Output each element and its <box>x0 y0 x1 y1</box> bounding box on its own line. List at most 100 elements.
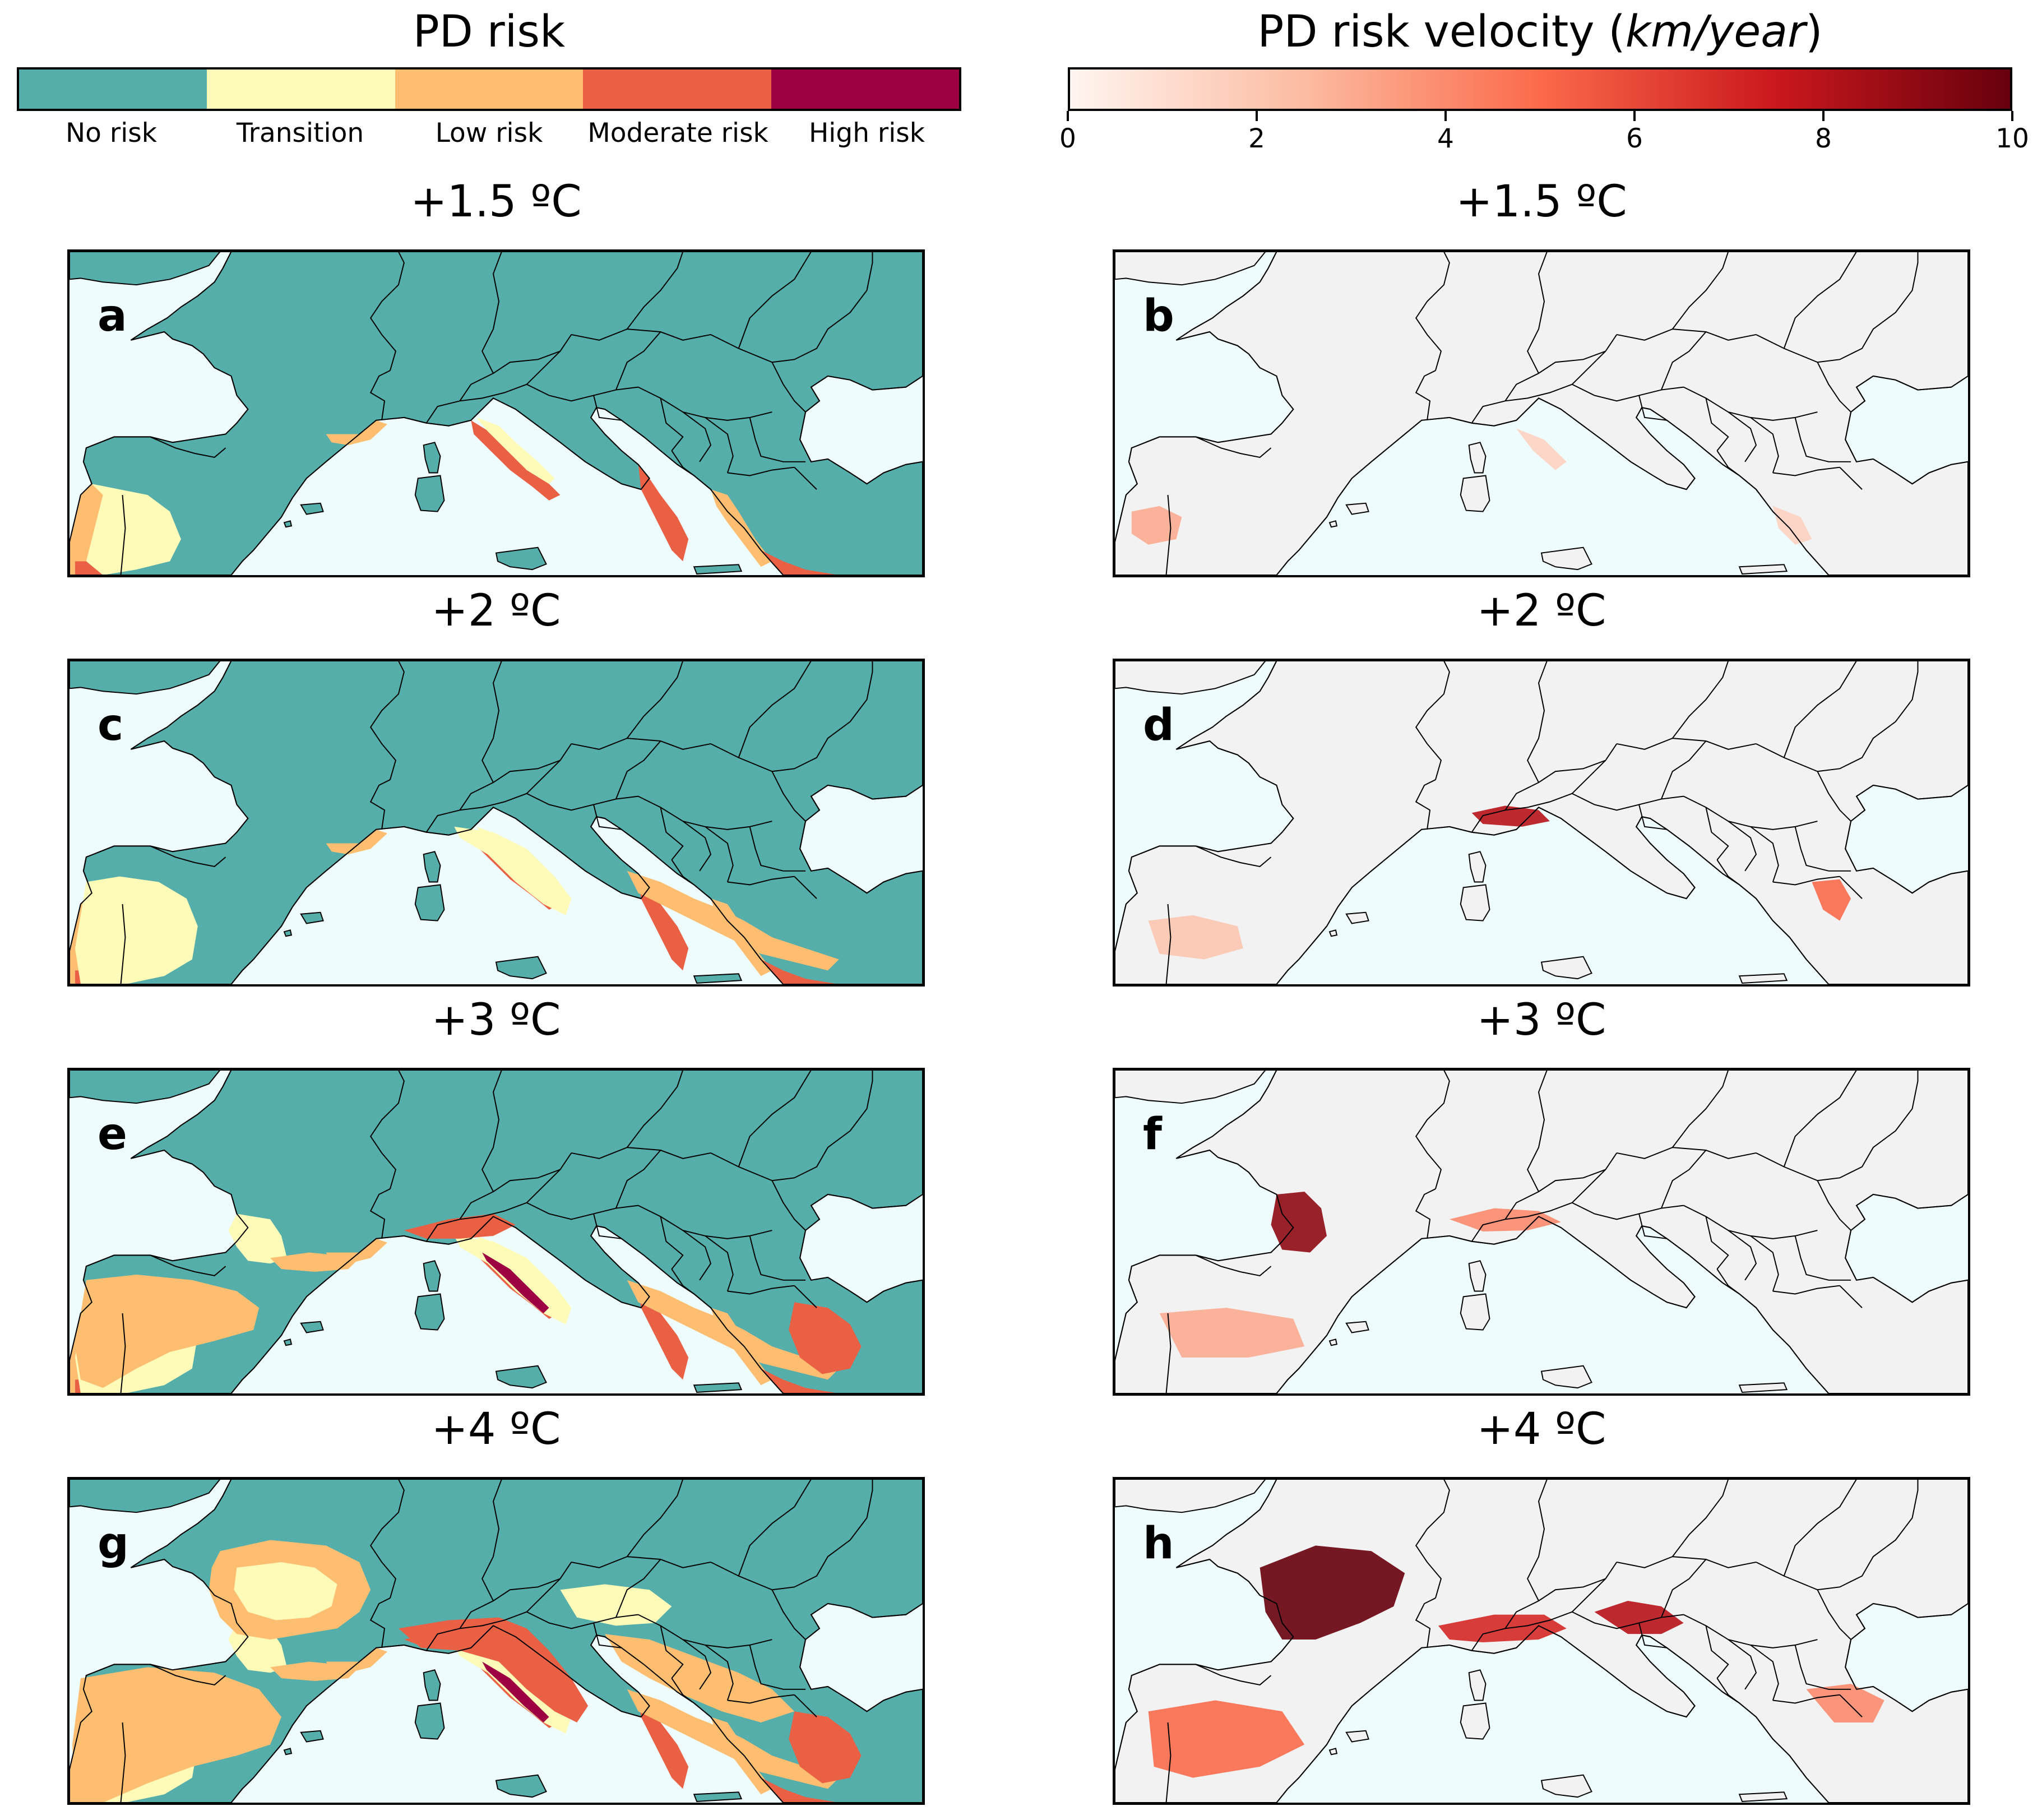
country-border <box>1750 417 1779 473</box>
france-wide-hotspot <box>1260 1545 1405 1640</box>
country-border <box>738 252 812 349</box>
country-border <box>660 807 684 860</box>
country-border <box>120 904 126 984</box>
country-border <box>1728 411 1757 462</box>
country-border <box>150 845 226 867</box>
country-border <box>481 661 502 783</box>
sicily-island <box>1540 547 1592 571</box>
country-border <box>1772 1694 1840 1704</box>
panel-title-e: +3 ºC <box>431 995 561 1045</box>
country-border <box>1572 1611 1684 1629</box>
country-border <box>571 328 711 341</box>
country-border <box>571 738 711 750</box>
britain-land <box>1115 1070 1266 1104</box>
britain-land <box>1115 1479 1266 1513</box>
corsica-island <box>1468 442 1487 474</box>
panel-letter-d: d <box>1143 700 1174 751</box>
country-border <box>1772 876 1840 886</box>
country-border <box>459 743 572 811</box>
ibiza-island <box>1328 1339 1338 1346</box>
corsica-island <box>423 1260 441 1292</box>
country-border <box>1638 1623 1667 1648</box>
country-border <box>1839 1285 1863 1308</box>
coastline <box>1115 252 1968 575</box>
country-border <box>1756 1479 1919 1591</box>
greece-low-hotspot <box>1772 506 1812 545</box>
country-border <box>626 661 684 739</box>
balkans-lowrisk-wide <box>604 1634 795 1722</box>
country-border <box>1165 1313 1172 1393</box>
ibiza-island <box>283 1339 293 1346</box>
italy-tyrrhenian-moderate <box>471 420 561 501</box>
country-border <box>593 1214 622 1239</box>
panel-title-h: +4 ºC <box>1476 1404 1606 1455</box>
country-border <box>682 411 712 462</box>
country-border <box>526 760 561 794</box>
crete-island <box>693 973 743 984</box>
country-border <box>710 252 873 363</box>
sicily-island <box>495 547 547 571</box>
velocity-tick-mark <box>1822 111 1825 121</box>
country-border <box>150 1254 226 1276</box>
country-border <box>1195 1254 1272 1276</box>
corsica-island <box>423 1669 441 1701</box>
mallorca-island <box>300 1730 324 1743</box>
country-border <box>1671 1070 1729 1148</box>
risk-colorbar-labels: No risk Transition Low risk Moderate risk Hi… <box>17 118 961 151</box>
country-border <box>425 1202 527 1242</box>
panel-title-d: +2 ºC <box>1476 586 1606 636</box>
country-border <box>369 1479 405 1599</box>
country-border <box>1728 1639 1757 1690</box>
country-border <box>615 740 661 799</box>
country-border <box>1756 1070 1919 1182</box>
map-panel-b: b <box>1113 249 1970 577</box>
panel-letter-b: b <box>1143 291 1174 341</box>
mallorca-island <box>1345 911 1369 924</box>
velocity-tick-mark <box>1444 111 1447 121</box>
country-border <box>615 1150 661 1208</box>
velocity-tick-mark <box>1256 111 1258 121</box>
country-border <box>1415 1070 1450 1189</box>
britain-land <box>70 1479 221 1513</box>
france-south-lowrisk <box>270 1661 360 1682</box>
risk-colorbar-segment <box>771 70 960 109</box>
corsica-island <box>423 851 441 883</box>
country-border <box>615 1559 661 1618</box>
risk-colorbar-segment <box>583 70 771 109</box>
country-border <box>1471 1611 1573 1651</box>
country-border <box>1415 1597 1436 1648</box>
velocity-tick-label: 8 <box>1815 123 1832 154</box>
country-border <box>481 252 502 374</box>
velocity-tick-label: 4 <box>1437 123 1454 154</box>
iberia-coast-moderate <box>75 561 103 575</box>
country-border <box>526 350 561 385</box>
country-border <box>1415 661 1450 780</box>
country-border <box>1527 1479 1548 1601</box>
turkey-coast-moderate <box>761 959 839 984</box>
country-border <box>1165 904 1172 984</box>
coastline <box>1115 661 1968 984</box>
country-border <box>1572 760 1606 794</box>
country-border <box>1839 1694 1863 1717</box>
iberia-east-spots <box>1159 1308 1305 1358</box>
ibiza-island <box>1328 929 1338 937</box>
country-border <box>710 1479 873 1591</box>
po-alps-hotspot <box>1438 1614 1567 1642</box>
country-border <box>705 1235 734 1291</box>
country-border <box>626 1070 684 1148</box>
turkey-spots <box>1806 1683 1884 1722</box>
country-border <box>771 1180 806 1231</box>
country-border <box>593 804 622 830</box>
iberia-spots <box>1148 915 1243 960</box>
country-border <box>1728 1230 1757 1281</box>
country-border <box>1794 1645 1851 1690</box>
mallorca-island <box>1345 1730 1369 1743</box>
country-border <box>771 362 806 413</box>
country-border <box>1572 793 1684 811</box>
country-border <box>727 1285 795 1295</box>
corsica-island <box>1468 851 1487 883</box>
country-border <box>727 466 795 476</box>
panel-letter-h: h <box>1143 1518 1174 1569</box>
iberia-lowrisk-expanded <box>75 1274 260 1388</box>
map-panel-h: h <box>1113 1477 1970 1805</box>
